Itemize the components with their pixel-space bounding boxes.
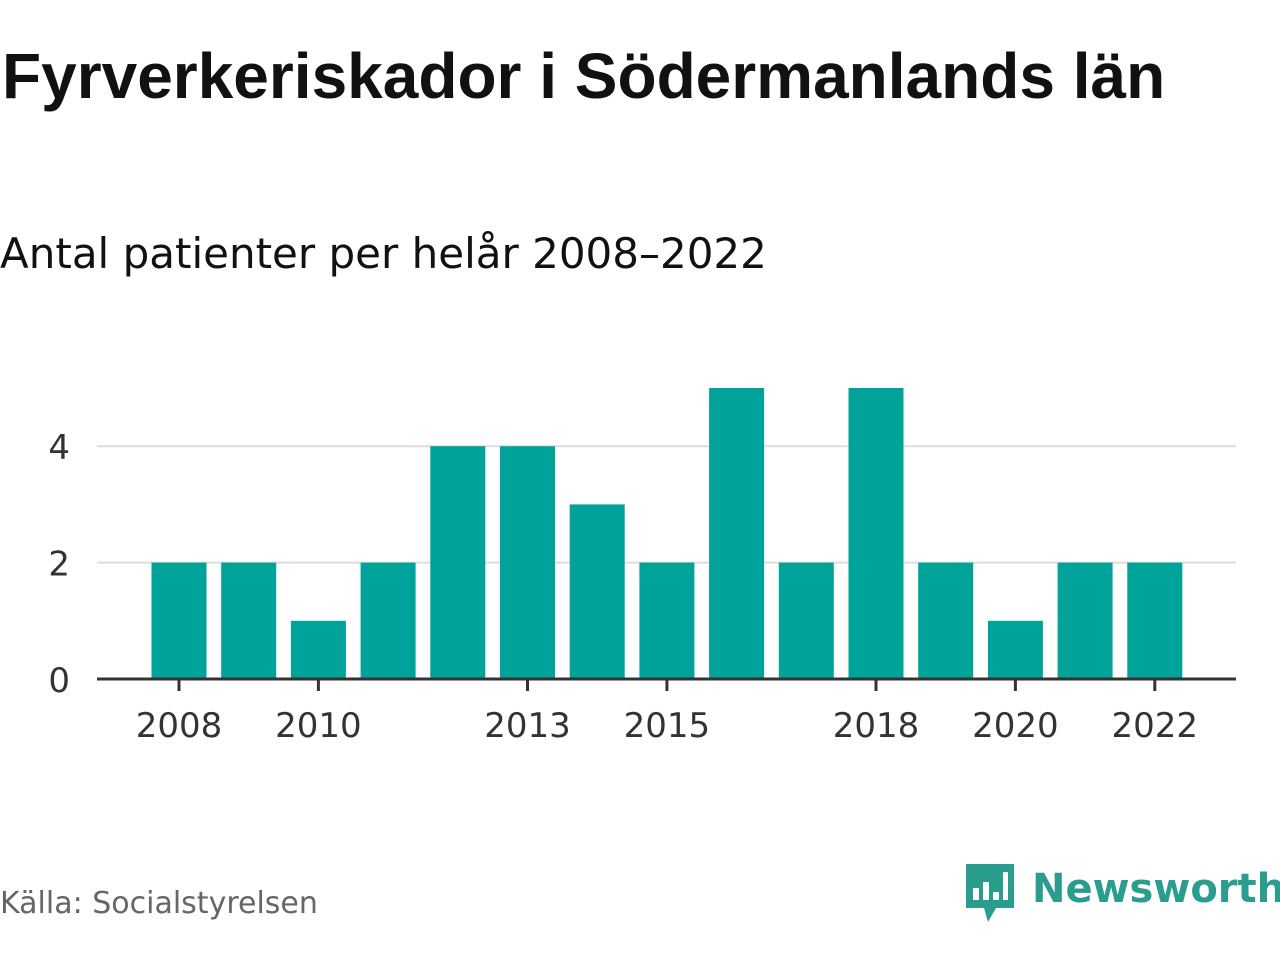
y-tick-label-0: 0 — [48, 661, 70, 701]
x-tick-label-2022: 2022 — [1112, 706, 1199, 746]
x-tick-label-2010: 2010 — [275, 706, 362, 746]
y-tick-label-2: 2 — [48, 545, 70, 585]
x-axis-labels: 2008 2010 2013 2015 2018 2020 2022 — [136, 706, 1198, 746]
bar-2018 — [848, 388, 904, 679]
bar-2011 — [360, 562, 416, 679]
x-tick-label-2018: 2018 — [833, 706, 920, 746]
bar-2008 — [151, 562, 207, 679]
x-tick-label-2015: 2015 — [624, 706, 711, 746]
newsworthy-logo-icon — [966, 864, 1014, 922]
x-tick-label-2020: 2020 — [972, 706, 1059, 746]
y-axis-labels: 0 2 4 — [48, 428, 70, 701]
y-tick-label-4: 4 — [48, 428, 70, 468]
x-axis — [97, 677, 1236, 691]
brand-logo: Newsworthy — [964, 862, 1280, 928]
bars — [151, 388, 1183, 679]
bar-2009 — [221, 562, 277, 679]
bar-2010 — [290, 620, 346, 679]
source-note: Källa: Socialstyrelsen — [0, 886, 318, 921]
x-tick-label-2013: 2013 — [484, 706, 571, 746]
x-tick-label-2008: 2008 — [136, 706, 223, 746]
bar-2021 — [1057, 562, 1113, 679]
bar-2016 — [709, 388, 765, 679]
chart-title: Fyrverkeriskador i Södermanlands län — [2, 40, 1166, 112]
bar-2017 — [778, 562, 834, 679]
bar-2015 — [639, 562, 695, 679]
bar-2022 — [1127, 562, 1183, 679]
bar-2014 — [569, 504, 625, 679]
gridlines — [97, 445, 1236, 564]
bar-2019 — [918, 562, 974, 679]
chart-subtitle: Antal patienter per helår 2008–2022 — [0, 229, 767, 278]
bar-2012 — [430, 446, 486, 679]
brand-name: Newsworthy — [1032, 866, 1280, 912]
bar-2013 — [500, 446, 555, 679]
bar-2020 — [987, 620, 1043, 679]
